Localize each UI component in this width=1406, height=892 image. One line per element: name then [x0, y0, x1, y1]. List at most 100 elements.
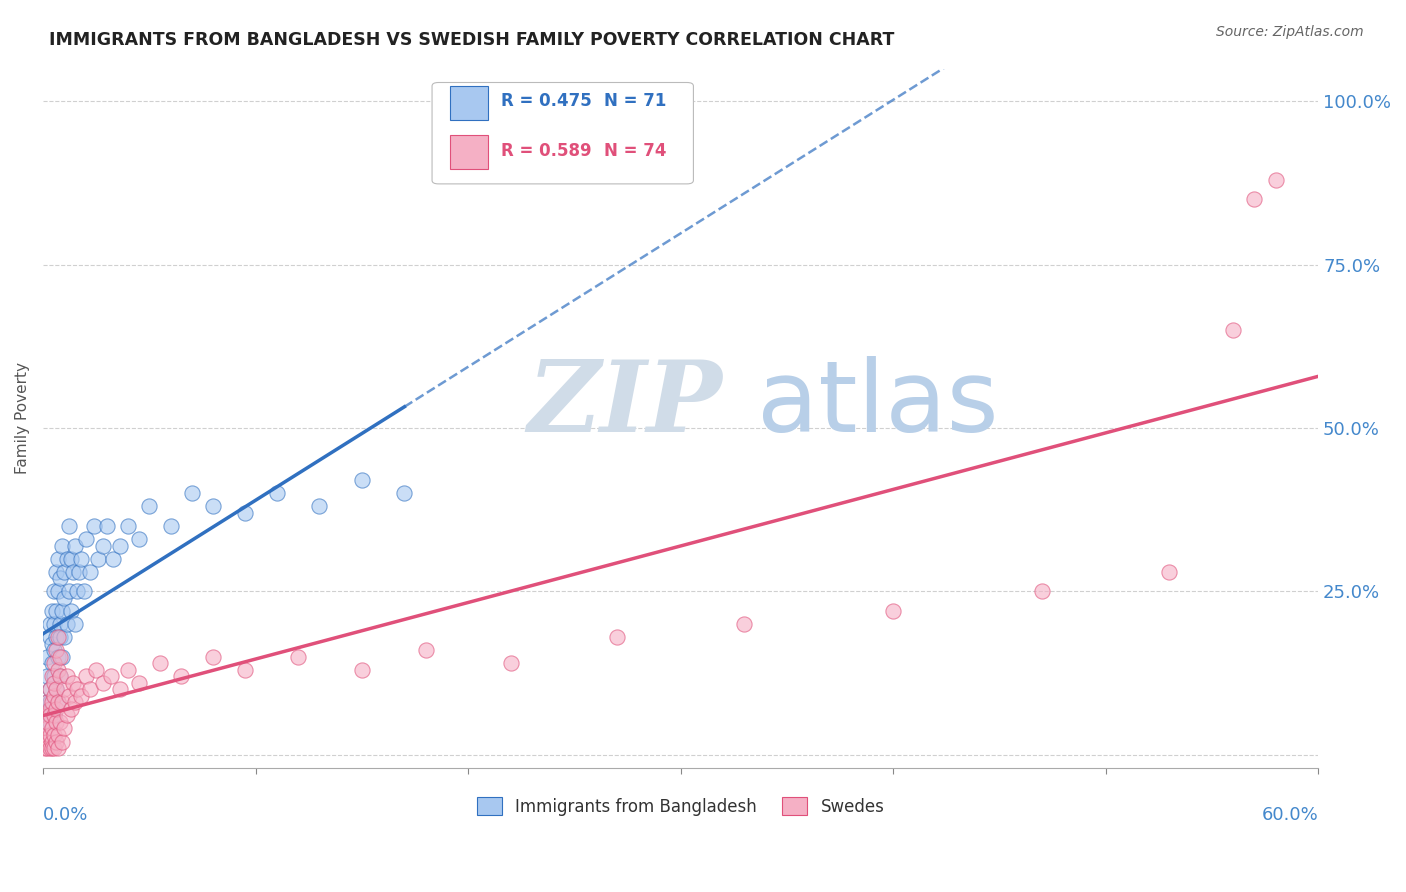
Text: R = 0.475: R = 0.475: [501, 93, 592, 111]
Point: [41, 702, 63, 716]
Point: [96, 519, 118, 533]
Point: [51, 649, 73, 664]
Point: [38, 714, 60, 729]
Point: [51, 734, 73, 748]
Point: [100, 669, 122, 683]
Point: [66, 682, 89, 697]
Point: [45, 565, 67, 579]
Point: [46, 695, 69, 709]
Point: [233, 506, 256, 520]
Point: [42, 669, 65, 683]
Point: [51, 539, 73, 553]
Point: [202, 649, 225, 664]
Point: [733, 616, 755, 631]
Point: [46, 649, 69, 664]
Text: IMMIGRANTS FROM BANGLADESH VS SWEDISH FAMILY POVERTY CORRELATION CHART: IMMIGRANTS FROM BANGLADESH VS SWEDISH FA…: [49, 31, 894, 49]
Point: [1159, 565, 1181, 579]
Point: [58, 584, 80, 599]
Point: [41, 669, 63, 683]
Y-axis label: Family Poverty: Family Poverty: [15, 362, 30, 475]
Point: [46, 695, 69, 709]
Point: [128, 675, 150, 690]
Point: [51, 695, 73, 709]
Point: [45, 643, 67, 657]
Point: [49, 630, 72, 644]
Point: [79, 565, 101, 579]
Point: [49, 669, 72, 683]
Point: [59, 702, 82, 716]
Point: [138, 500, 160, 514]
Point: [350, 663, 373, 677]
Point: [37, 741, 59, 756]
Point: [34, 734, 56, 748]
Point: [42, 728, 65, 742]
Point: [55, 551, 77, 566]
Point: [42, 675, 65, 690]
Point: [41, 636, 63, 650]
Point: [38, 702, 60, 716]
Point: [149, 656, 172, 670]
Point: [49, 571, 72, 585]
Point: [53, 630, 76, 644]
Point: [87, 551, 110, 566]
Point: [49, 714, 72, 729]
Point: [37, 722, 59, 736]
Point: [58, 689, 80, 703]
Point: [202, 500, 225, 514]
Point: [117, 519, 139, 533]
Text: 60.0%: 60.0%: [1261, 806, 1319, 824]
Point: [37, 708, 59, 723]
Point: [38, 728, 60, 742]
Point: [606, 630, 628, 644]
Point: [42, 643, 65, 657]
Point: [83, 519, 105, 533]
Point: [45, 734, 67, 748]
Point: [59, 551, 82, 566]
Point: [75, 669, 97, 683]
Point: [42, 708, 65, 723]
Point: [1031, 584, 1053, 599]
Point: [37, 695, 59, 709]
Point: [350, 473, 373, 487]
Point: [45, 682, 67, 697]
Point: [37, 649, 59, 664]
Point: [63, 695, 86, 709]
Point: [1264, 172, 1286, 186]
Point: [62, 675, 84, 690]
Point: [41, 656, 63, 670]
Point: [42, 616, 65, 631]
Point: [34, 714, 56, 729]
Text: ZIP: ZIP: [527, 356, 723, 452]
Point: [41, 722, 63, 736]
Point: [79, 682, 101, 697]
Point: [41, 604, 63, 618]
Point: [103, 551, 125, 566]
Point: [70, 689, 93, 703]
Point: [58, 519, 80, 533]
Point: [34, 708, 56, 723]
Point: [415, 643, 437, 657]
Point: [75, 532, 97, 546]
Text: N = 71: N = 71: [605, 93, 666, 111]
Point: [37, 669, 59, 683]
Point: [63, 616, 86, 631]
Point: [66, 584, 89, 599]
FancyBboxPatch shape: [450, 86, 488, 120]
Point: [42, 656, 65, 670]
Point: [46, 663, 69, 677]
Point: [34, 734, 56, 748]
Point: [266, 486, 288, 500]
Point: [128, 532, 150, 546]
Point: [1243, 192, 1265, 206]
Point: [34, 741, 56, 756]
Point: [91, 539, 114, 553]
Point: [42, 741, 65, 756]
Point: [38, 616, 60, 631]
Point: [49, 649, 72, 664]
Point: [38, 682, 60, 697]
Point: [170, 669, 193, 683]
Point: [51, 604, 73, 618]
Point: [42, 708, 65, 723]
Point: [287, 649, 309, 664]
Point: [37, 714, 59, 729]
